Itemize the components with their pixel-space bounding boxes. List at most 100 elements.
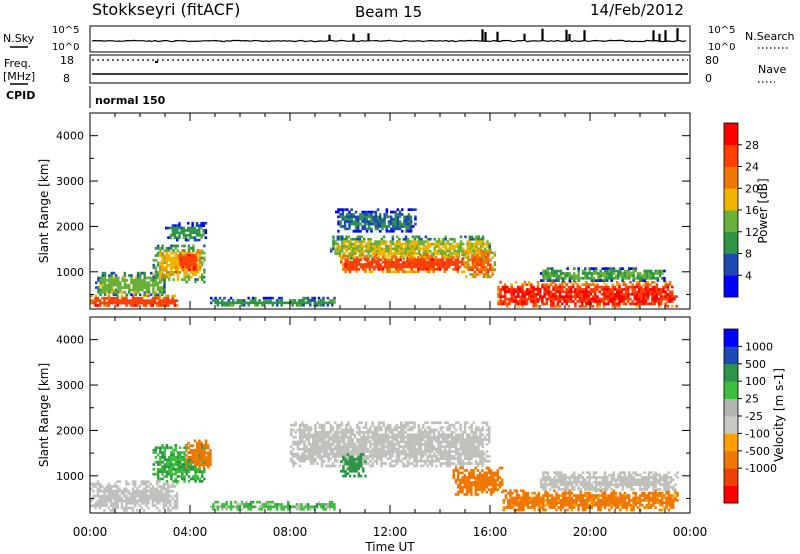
cell <box>262 296 266 300</box>
cell <box>364 426 368 429</box>
cell <box>333 505 336 509</box>
cell <box>536 280 540 284</box>
cell <box>331 464 335 468</box>
cell <box>174 477 177 481</box>
cell <box>336 440 339 444</box>
cell <box>189 444 192 447</box>
cell <box>358 438 361 441</box>
cell <box>202 453 206 457</box>
cell <box>142 492 146 495</box>
cell <box>448 459 451 463</box>
cell <box>479 438 482 441</box>
cell <box>342 435 346 439</box>
cell <box>179 253 182 257</box>
cell <box>572 295 575 298</box>
cell <box>340 435 344 439</box>
cell <box>430 256 433 259</box>
cell <box>103 492 106 495</box>
cell <box>303 423 306 427</box>
cell <box>481 428 484 432</box>
cell <box>322 507 325 511</box>
cell <box>528 295 531 298</box>
cell <box>167 499 170 503</box>
cell <box>639 279 642 282</box>
cell <box>351 268 354 271</box>
cell <box>657 304 661 308</box>
cell <box>530 285 533 289</box>
cell <box>506 288 509 291</box>
cell <box>167 509 170 512</box>
cell <box>534 288 538 291</box>
cell <box>523 297 527 301</box>
cell <box>247 296 250 300</box>
cell <box>367 447 370 451</box>
cell <box>473 242 476 246</box>
cell <box>417 256 420 259</box>
cell <box>95 281 98 285</box>
cell <box>521 302 524 306</box>
cell <box>417 270 420 274</box>
cell <box>262 301 266 305</box>
cell <box>172 261 175 265</box>
cell <box>159 460 162 464</box>
cell <box>478 251 481 255</box>
cell <box>381 268 385 271</box>
cell <box>260 303 264 307</box>
cell <box>249 507 253 511</box>
cell <box>114 296 117 300</box>
cell <box>373 256 376 259</box>
cell <box>119 281 122 285</box>
cell <box>172 263 175 267</box>
cell <box>162 492 166 495</box>
cell <box>391 447 394 451</box>
cell <box>336 426 339 429</box>
cell <box>627 295 630 298</box>
cell <box>341 237 344 241</box>
cell <box>373 447 377 451</box>
cell <box>103 271 107 275</box>
cell <box>646 285 650 289</box>
cell <box>577 276 580 280</box>
cell <box>262 303 266 307</box>
cell <box>162 487 166 491</box>
cell <box>633 302 637 306</box>
cell <box>503 285 507 289</box>
cell <box>329 426 333 429</box>
cell <box>290 452 293 456</box>
cell <box>107 492 111 495</box>
cell <box>390 217 393 221</box>
cell <box>323 447 326 451</box>
cell <box>394 222 397 226</box>
cell <box>486 245 489 248</box>
cell <box>503 300 507 303</box>
cell <box>159 280 162 284</box>
cell <box>164 499 168 503</box>
cell <box>131 296 135 300</box>
cell <box>493 268 497 271</box>
cell <box>385 240 388 243</box>
cell <box>194 265 198 269</box>
cell <box>367 252 370 255</box>
cell <box>413 455 416 458</box>
cell <box>585 302 588 306</box>
cell <box>331 505 334 509</box>
cell <box>517 288 520 291</box>
cell <box>171 301 174 305</box>
cell <box>370 229 373 233</box>
cell <box>573 274 576 278</box>
cell <box>565 295 568 298</box>
cell <box>209 458 212 462</box>
cell <box>341 247 344 251</box>
cell <box>619 267 622 270</box>
cell <box>280 296 283 300</box>
cell <box>129 494 133 498</box>
cell <box>426 421 429 425</box>
cell <box>444 455 447 458</box>
cell <box>331 503 334 506</box>
cell <box>343 225 347 228</box>
cell <box>663 269 666 273</box>
cell <box>101 281 105 285</box>
cell <box>628 272 631 275</box>
cell <box>332 242 335 246</box>
power-colorbar-swatch <box>724 253 738 276</box>
